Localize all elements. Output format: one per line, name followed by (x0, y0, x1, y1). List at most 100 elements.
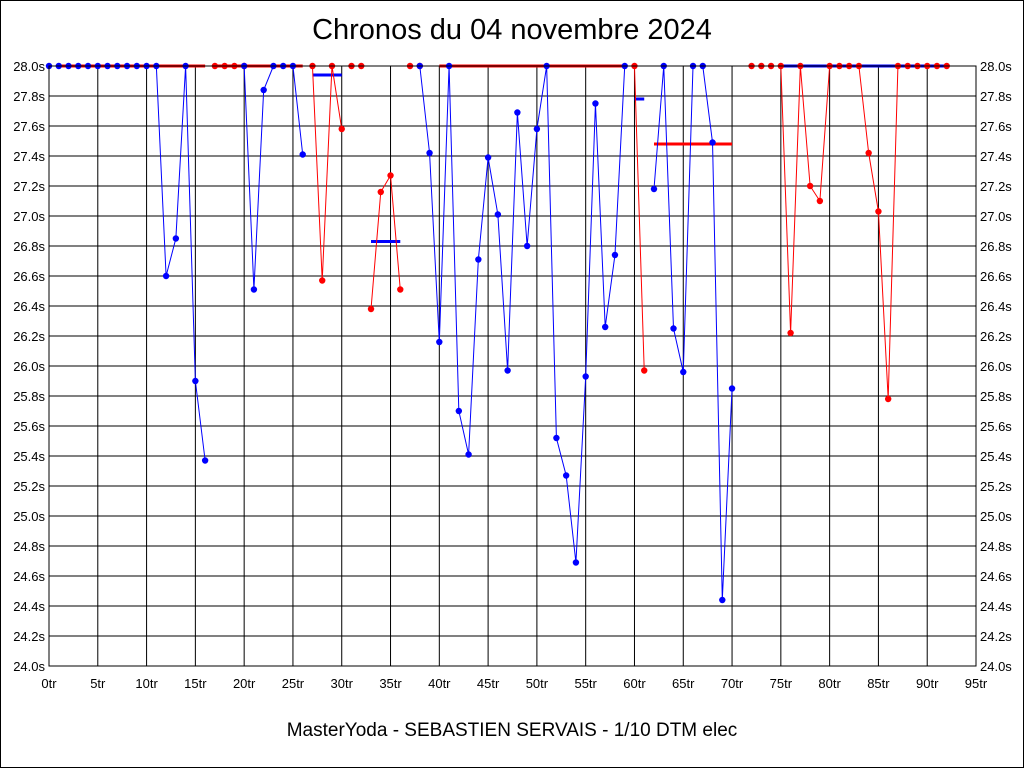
lap-point (504, 367, 511, 374)
x-tick-label: 65tr (672, 676, 695, 691)
lap-series (45, 62, 950, 604)
lap-point (201, 457, 209, 464)
y-tick-label-left: 26.6s (13, 269, 45, 284)
y-tick-label-right: 26.0s (980, 359, 1012, 374)
y-tick-label-left: 24.2s (13, 629, 45, 644)
x-tick-label: 90tr (916, 676, 939, 691)
y-tick-label-left: 27.4s (13, 149, 45, 164)
lap-point (728, 385, 736, 392)
lap-point (299, 151, 306, 158)
series-line (49, 65, 206, 461)
y-tick-label-left: 25.2s (13, 479, 45, 494)
lap-point (611, 251, 619, 259)
y-tick-label-left: 27.2s (13, 179, 45, 194)
y-tick-label-right: 25.2s (980, 479, 1012, 494)
lap-point (436, 338, 443, 346)
lap-point (670, 325, 677, 332)
lap-point (484, 154, 492, 161)
lap-point (162, 272, 170, 280)
y-tick-label-right: 27.2s (980, 179, 1012, 194)
lap-point (319, 277, 326, 284)
y-tick-label-left: 26.4s (13, 299, 45, 314)
y-tick-label-left: 24.8s (13, 539, 45, 554)
lap-point (397, 286, 404, 293)
lap-point (523, 242, 531, 250)
x-tick-label: 15tr (184, 676, 207, 691)
y-tick-label-right: 27.4s (980, 149, 1012, 164)
x-tick-label: 30tr (331, 676, 354, 691)
lap-point (719, 596, 726, 604)
y-tick-label-right: 25.0s (980, 509, 1012, 524)
x-tick-label: 55tr (574, 676, 597, 691)
x-tick-label: 70tr (721, 676, 744, 691)
y-tick-label-right: 27.6s (980, 119, 1012, 134)
chart-title: Chronos du 04 novembre 2024 (312, 14, 712, 46)
average-lines (58, 64, 947, 243)
lap-point (875, 208, 882, 215)
series-line (633, 65, 645, 371)
lap-point (592, 100, 599, 107)
x-tick-label: 75tr (770, 676, 793, 691)
y-tick-label-left: 25.4s (13, 449, 45, 464)
lap-point (475, 256, 482, 263)
y-tick-label-left: 27.6s (13, 119, 45, 134)
lap-point (680, 368, 687, 376)
lap-point (494, 211, 502, 218)
y-tick-label-left: 25.8s (13, 389, 45, 404)
lap-point (582, 373, 589, 380)
y-tick-label-left: 25.6s (13, 419, 45, 434)
series-line (419, 65, 626, 563)
lap-point (641, 367, 648, 374)
y-tick-label-left: 24.0s (13, 659, 45, 674)
lap-point (455, 407, 463, 415)
y-tick-label-left: 27.8s (13, 89, 45, 104)
lap-point (465, 451, 472, 458)
x-tick-label: 25tr (282, 676, 305, 691)
lap-point (426, 149, 433, 157)
lap-point (884, 395, 892, 403)
series-line (311, 65, 343, 281)
lap-point (172, 235, 180, 242)
lap-point (192, 377, 199, 385)
lap-point (806, 182, 814, 190)
lap-point (377, 188, 384, 196)
x-tick-label: 40tr (428, 676, 451, 691)
lap-point (865, 149, 872, 157)
y-tick-label-right: 25.4s (980, 449, 1012, 464)
x-tick-label: 95tr (965, 676, 988, 691)
lap-point (602, 323, 609, 331)
y-tick-label-right: 24.0s (980, 659, 1012, 674)
y-tick-label-left: 26.8s (13, 239, 45, 254)
y-tick-label-left: 27.0s (13, 209, 45, 224)
lap-point (338, 125, 345, 133)
y-tick-label-right: 25.6s (980, 419, 1012, 434)
x-tick-label: 5tr (90, 676, 106, 691)
x-tick-label: 80tr (818, 676, 841, 691)
y-tick-label-right: 26.8s (980, 239, 1012, 254)
lap-point (816, 197, 824, 205)
y-tick-label-right: 27.0s (980, 209, 1012, 224)
x-tick-label: 10tr (135, 676, 158, 691)
lap-point (250, 286, 258, 293)
lap-point (514, 109, 521, 116)
x-tick-label: 50tr (526, 676, 549, 691)
plot-border (48, 65, 977, 667)
series-line (243, 65, 304, 290)
lap-point (787, 329, 794, 337)
y-tick-label-right: 27.8s (980, 89, 1012, 104)
lap-point (709, 139, 716, 146)
chart-subtitle: MasterYoda - SEBASTIEN SERVAIS - 1/10 DT… (286, 720, 738, 741)
x-tick-label: 45tr (477, 676, 500, 691)
lap-point (650, 185, 658, 193)
lap-point (533, 125, 541, 133)
y-tick-label-right: 24.8s (980, 539, 1012, 554)
x-tick-label: 0tr (41, 676, 57, 691)
x-tick-label: 85tr (867, 676, 890, 691)
y-tick-label-left: 24.6s (13, 569, 45, 584)
series-line (653, 65, 733, 601)
y-tick-label-right: 25.8s (980, 389, 1012, 404)
lap-point (367, 305, 375, 313)
y-tick-label-right: 24.6s (980, 569, 1012, 584)
